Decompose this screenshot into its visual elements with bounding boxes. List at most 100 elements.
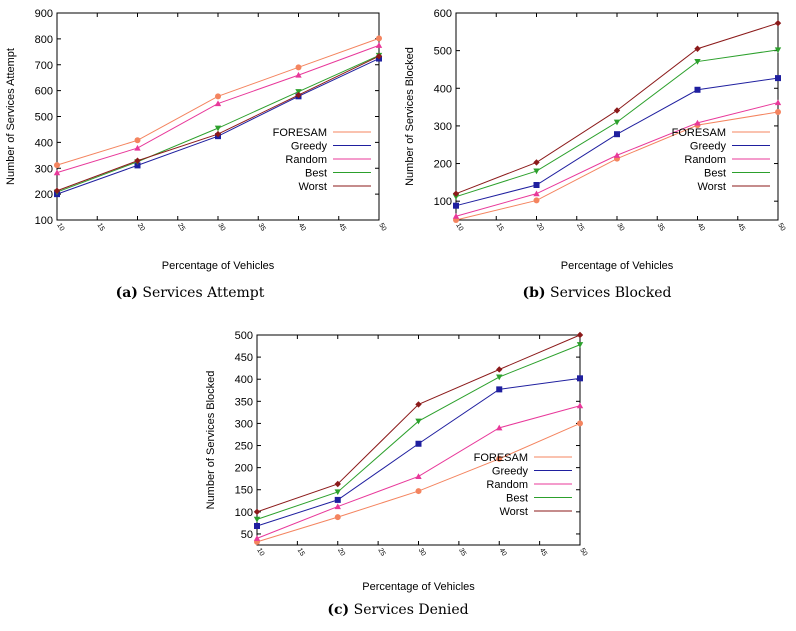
data-point-random [295,71,302,78]
legend-label: Greedy [492,466,529,478]
x-tick-label: 35 [656,222,666,232]
plot-frame [256,334,581,546]
data-point-greedy [496,386,503,393]
legend-label: Best [305,168,327,180]
legend-label: FORESAM [672,127,726,139]
y-tick-label: 100 [434,196,452,208]
legend-label: Random [285,154,327,166]
data-point-best [415,418,422,425]
data-point-worst [576,331,584,339]
series-line-best [56,54,380,193]
data-point-greedy [694,86,701,93]
data-point-worst [375,53,383,60]
x-tick-label: 20 [535,222,545,232]
data-point-random [496,424,503,431]
data-point-best [694,58,701,65]
data-point-random [576,402,584,409]
x-tick-label: 20 [136,222,146,232]
x-tick-label: 10 [454,222,464,232]
x-tick-label: 30 [216,222,226,232]
x-tick-label: 45 [337,222,347,232]
data-point-foresam [376,35,382,42]
y-tick-label: 600 [35,86,53,98]
data-point-foresam [334,514,341,521]
data-point-foresam [134,137,141,144]
caption-text: Services Blocked [546,285,672,301]
x-tick-label: 30 [615,222,625,232]
data-point-worst [415,401,422,408]
data-point-best [613,119,621,126]
x-tick-label: 50 [776,222,786,232]
data-point-greedy [453,202,459,209]
data-point-greedy [775,75,781,82]
data-point-greedy [134,162,141,169]
data-point-greedy [577,375,583,382]
legend-label: Greedy [690,141,727,153]
data-point-random [613,152,621,158]
data-point-foresam [496,455,503,462]
y-tick-label: 900 [35,8,53,20]
caption-text: Services Denied [349,602,468,618]
data-point-random [334,503,341,510]
data-point-foresam [54,162,60,169]
data-point-greedy [614,131,620,138]
legend-label: FORESAM [474,452,528,464]
data-point-best [452,194,460,200]
y-tick-label: 700 [35,60,53,72]
y-tick-label: 250 [235,441,253,453]
legend-label: FORESAM [273,127,327,139]
data-point-foresam [775,108,781,115]
plot-frame [455,12,779,221]
x-tick-label: 50 [578,547,588,557]
x-axis-label: Percentage of Vehicles [362,581,475,593]
y-tick-label: 450 [235,352,253,364]
data-point-worst [694,45,701,52]
x-tick-label: 15 [96,222,106,232]
y-tick-label: 500 [35,112,53,124]
x-tick-label: 25 [575,222,585,232]
x-tick-label: 10 [55,222,65,232]
data-point-worst [214,130,222,138]
y-tick-label: 150 [235,485,253,497]
data-point-random [774,99,782,106]
legend-label: Best [704,168,726,180]
y-axis-label: Number of Services Blocked [404,47,416,186]
data-point-random [375,42,383,48]
chart-caption: (a) Services Attempt [116,285,265,301]
data-point-worst [774,19,782,27]
y-axis-label: Number of Services Attempt [5,48,17,185]
y-tick-label: 300 [434,121,452,133]
data-point-foresam [215,93,221,100]
data-point-best [774,47,782,54]
legend-label: Best [506,493,528,505]
x-tick-label: 15 [495,222,505,232]
data-point-best [533,168,540,175]
x-tick-label: 35 [457,547,467,557]
data-point-greedy [533,181,540,188]
y-tick-label: 600 [434,8,452,20]
data-point-random [415,473,422,480]
data-point-greedy [334,496,341,503]
data-point-best [334,489,341,496]
data-point-random [694,119,701,126]
x-tick-label: 25 [176,222,186,232]
legend-label: Worst [298,181,327,193]
x-tick-label: 45 [538,547,548,557]
data-point-worst [295,91,302,99]
x-tick-label: 35 [257,222,267,232]
data-point-greedy [254,522,260,529]
data-point-random [452,213,460,219]
series-line-foresam [455,111,779,221]
caption-text: Services Attempt [138,285,265,301]
x-tick-label: 30 [417,547,427,557]
chart-caption: (c) Services Denied [327,602,468,618]
data-point-best [214,125,222,132]
data-point-foresam [533,197,540,204]
data-point-best [496,374,503,381]
data-point-foresam [577,420,583,427]
y-tick-label: 200 [35,189,53,201]
data-point-random [53,169,61,176]
y-tick-label: 400 [35,137,53,149]
y-tick-label: 400 [434,83,452,95]
